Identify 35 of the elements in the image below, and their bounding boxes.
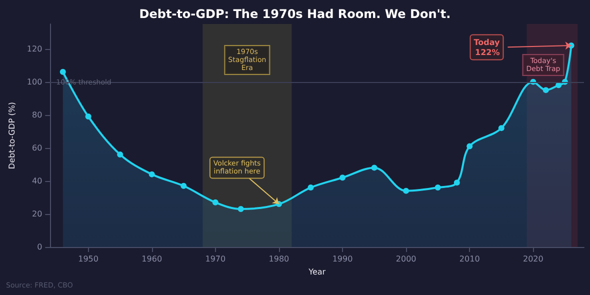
point <box>371 164 378 171</box>
chart-title: Debt-to-GDP: The 1970s Had Room. We Don't. <box>139 7 451 21</box>
x-tick-label: 2000 <box>396 254 416 264</box>
point <box>308 184 314 191</box>
y-axis-title: Debt-to-GDP (%) <box>8 102 16 170</box>
x-tick-label: 2010 <box>459 254 480 264</box>
point <box>212 199 218 206</box>
point <box>117 152 124 158</box>
point <box>340 174 346 181</box>
point <box>85 114 92 120</box>
x-tick-label: 1980 <box>268 254 290 264</box>
y-tick-label: 0 <box>37 242 42 252</box>
y-tick-label: 60 <box>32 143 42 152</box>
y-tick-label: 20 <box>32 209 42 218</box>
y-tick-label: 120 <box>26 44 42 54</box>
point <box>498 125 504 132</box>
point <box>180 182 187 189</box>
point <box>238 206 244 212</box>
point <box>403 188 410 194</box>
x-axis-title: Year <box>308 267 326 276</box>
point <box>148 171 155 178</box>
point <box>434 184 441 191</box>
x-tick-label: 2020 <box>522 254 544 264</box>
y-tick-label: 100 <box>26 77 42 86</box>
x-tick-label: 1960 <box>142 254 162 264</box>
point <box>60 68 66 75</box>
x-tick-label: 1990 <box>332 254 353 264</box>
x-tick-label: 1970 <box>205 254 226 264</box>
point <box>454 180 460 186</box>
y-tick-label: 80 <box>32 110 42 120</box>
y-tick-label: 40 <box>32 176 42 186</box>
point <box>466 143 473 150</box>
point <box>542 87 549 94</box>
annotation: Today 122% <box>474 38 501 57</box>
x-tick-label: 1950 <box>78 254 98 264</box>
